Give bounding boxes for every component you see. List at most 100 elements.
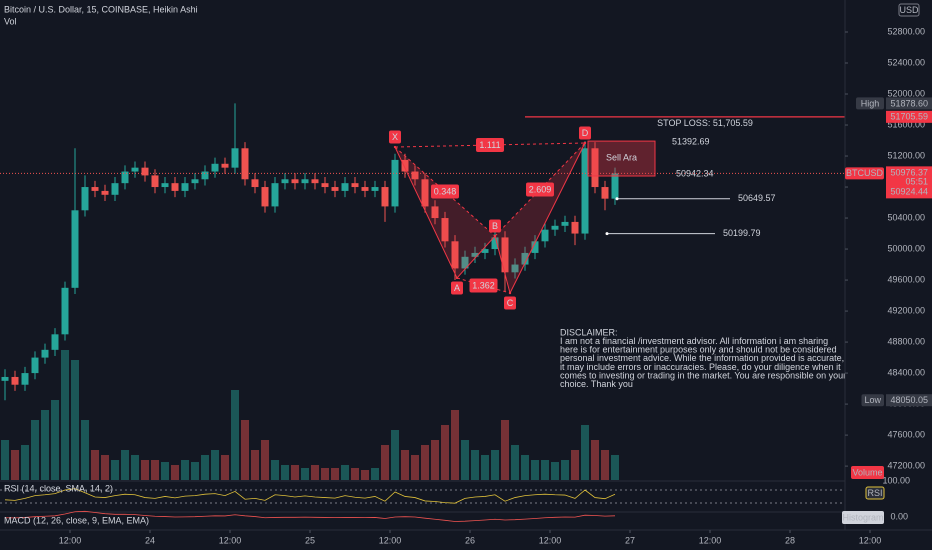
candle-body bbox=[91, 187, 99, 191]
price-badge-label: 50976.37 bbox=[890, 168, 928, 178]
y-tick-label: 51200.00 bbox=[887, 150, 925, 160]
candle-body bbox=[601, 187, 609, 199]
pattern-leg bbox=[456, 235, 496, 279]
ratio-label: 1.111 bbox=[479, 140, 500, 150]
candle-body bbox=[411, 171, 419, 180]
candle-body bbox=[471, 252, 479, 257]
point-badge bbox=[451, 281, 463, 295]
point-badge bbox=[489, 219, 501, 233]
volume-bar bbox=[471, 450, 479, 480]
candle-body bbox=[41, 349, 49, 358]
volume-bar bbox=[461, 440, 469, 480]
second-price: 50924.44 bbox=[890, 187, 928, 197]
price-badge-label: 51878.60 bbox=[890, 98, 928, 108]
volume-bar bbox=[51, 400, 59, 480]
volume-bar bbox=[101, 455, 109, 480]
candle-body bbox=[101, 190, 109, 195]
candle-body bbox=[241, 148, 249, 180]
volume-bar bbox=[311, 465, 319, 480]
volume-bar bbox=[221, 455, 229, 480]
ratio-line bbox=[394, 142, 586, 148]
point-badge bbox=[504, 296, 516, 310]
volume-bar bbox=[551, 462, 559, 480]
volume-bar bbox=[391, 430, 399, 480]
candle-body bbox=[481, 249, 489, 253]
level-dot bbox=[615, 197, 619, 201]
candle-body bbox=[11, 376, 19, 385]
point-label: C bbox=[507, 298, 514, 308]
candle-body bbox=[371, 187, 379, 191]
ratio-badge bbox=[526, 182, 554, 197]
x-tick-label: 12:00 bbox=[539, 535, 562, 545]
candle-body bbox=[281, 179, 289, 184]
x-tick-label: 28 bbox=[785, 535, 795, 545]
volume-bar bbox=[301, 468, 309, 480]
candle-body bbox=[351, 183, 359, 188]
volume-bar bbox=[281, 465, 289, 480]
candle-body bbox=[131, 167, 139, 172]
level-dot bbox=[605, 232, 609, 236]
candle-body bbox=[251, 179, 259, 188]
volume-bar bbox=[181, 460, 189, 480]
volume-bar bbox=[611, 455, 619, 480]
volume-bar bbox=[531, 460, 539, 480]
volume-bar bbox=[441, 425, 449, 480]
x-tick-label: 12:00 bbox=[379, 535, 402, 545]
volume-bar bbox=[601, 450, 609, 480]
ratio-badge bbox=[431, 184, 459, 199]
x-tick-label: 12:00 bbox=[219, 535, 242, 545]
ratio-badge bbox=[469, 278, 498, 293]
volume-bar bbox=[251, 450, 259, 480]
volume-bar bbox=[421, 445, 429, 480]
volume-bar bbox=[41, 410, 49, 480]
sell-box-label: Sell Ara bbox=[606, 152, 637, 162]
volume-bar bbox=[501, 420, 509, 480]
name-badge-label: BTCUSD bbox=[846, 168, 884, 178]
level-label: 50199.79 bbox=[723, 228, 761, 238]
volume-bar bbox=[261, 440, 269, 480]
currency: USD bbox=[899, 5, 919, 15]
candle-body bbox=[461, 256, 469, 269]
price-badge bbox=[886, 97, 932, 110]
candle-body bbox=[21, 373, 29, 385]
candle-body bbox=[311, 179, 319, 184]
stop-loss-label: STOP LOSS: 51,705.59 bbox=[657, 118, 753, 128]
time-axis: 12:00 24 12:00 25 12:00 26 12:00 27 12:00 28 12:00 bbox=[0, 529, 932, 545]
pattern-leg bbox=[394, 146, 458, 279]
price-badge bbox=[886, 166, 932, 199]
y-tick-label: 49200.00 bbox=[887, 305, 925, 315]
disclaimer-line: it may include errors or inaccuracies. P… bbox=[560, 362, 841, 372]
y-tick-label: 52000.00 bbox=[887, 88, 925, 98]
price-badge bbox=[886, 110, 932, 123]
rsi-badge-label: RSI bbox=[867, 488, 882, 498]
candle-body bbox=[541, 229, 549, 242]
volume-bar bbox=[571, 450, 579, 480]
volume-bar bbox=[491, 450, 499, 480]
candle-body bbox=[501, 237, 509, 273]
rsi-top: 100.00 bbox=[882, 475, 910, 485]
point-label: A bbox=[454, 283, 460, 293]
candle-body bbox=[521, 252, 529, 265]
candle-body bbox=[301, 179, 309, 184]
candle-body bbox=[231, 148, 239, 168]
candle-body bbox=[491, 237, 499, 250]
candle-body bbox=[211, 163, 219, 172]
candle-body bbox=[171, 183, 179, 191]
y-tick-label: 49600.00 bbox=[887, 274, 925, 284]
disclaimer-line: here is for entertainment purposes only … bbox=[560, 345, 837, 355]
volume-bar bbox=[401, 450, 409, 480]
candle-body bbox=[341, 183, 349, 191]
candle-body bbox=[31, 357, 39, 374]
volume-bar bbox=[561, 460, 569, 480]
volume-bar bbox=[11, 450, 19, 480]
volume-bar bbox=[161, 462, 169, 480]
volume-bar bbox=[361, 470, 369, 480]
pattern-point bbox=[493, 234, 497, 238]
volume-bar bbox=[411, 455, 419, 480]
chart-title: Bitcoin / U.S. Dollar, 15, COINBASE, Hei… bbox=[4, 4, 198, 14]
volume-bar bbox=[81, 420, 89, 480]
volume-bar bbox=[381, 445, 389, 480]
macd-zero: 0.00 bbox=[890, 511, 908, 521]
currency-badge bbox=[898, 3, 920, 17]
